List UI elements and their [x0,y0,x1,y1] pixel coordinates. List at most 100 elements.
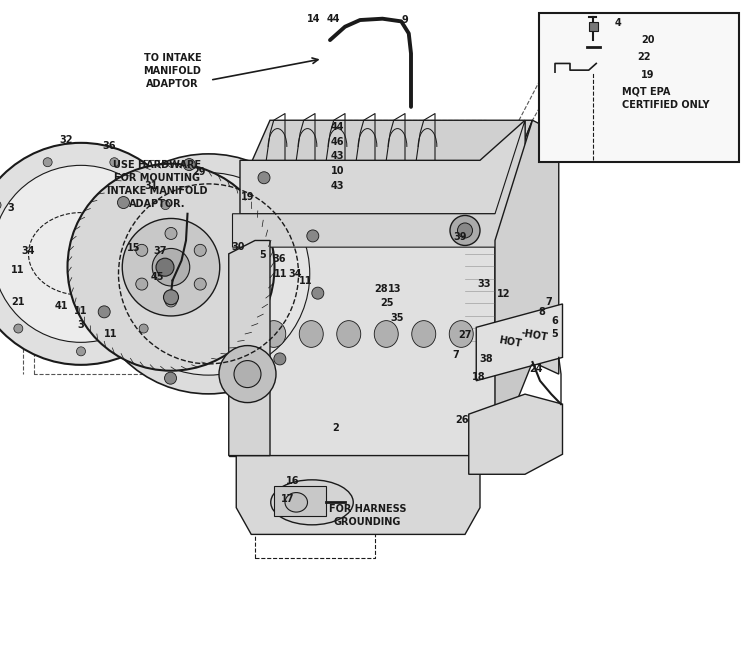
Text: 9: 9 [402,15,408,25]
Polygon shape [232,120,525,247]
Text: 17: 17 [281,494,295,504]
Text: 43: 43 [331,152,344,161]
Text: 25: 25 [380,299,394,308]
Text: 37: 37 [154,246,167,255]
Text: 32: 32 [59,136,73,145]
Text: 24: 24 [529,364,542,373]
Polygon shape [495,120,532,456]
Circle shape [0,143,192,365]
Circle shape [194,278,206,290]
Circle shape [110,158,118,167]
Circle shape [165,227,177,239]
Text: 31: 31 [145,181,158,190]
Ellipse shape [337,321,361,347]
Bar [274,486,326,516]
Text: 2: 2 [333,423,339,432]
Ellipse shape [262,321,286,347]
Polygon shape [469,394,562,474]
Text: 3: 3 [8,204,15,213]
Bar [589,22,598,31]
Circle shape [258,172,270,184]
Ellipse shape [412,321,436,347]
Circle shape [68,164,274,371]
Circle shape [118,196,130,208]
Text: 33: 33 [478,279,491,289]
Text: 5: 5 [260,250,266,260]
Polygon shape [229,120,532,214]
Text: 36: 36 [102,141,116,150]
Circle shape [122,218,220,316]
Text: 44: 44 [331,122,344,132]
Circle shape [0,166,170,342]
Ellipse shape [285,492,308,512]
Polygon shape [495,120,559,374]
Text: 11: 11 [74,306,88,315]
Circle shape [107,172,310,375]
Text: 35: 35 [391,313,404,323]
Text: eReplacementParts.com: eReplacementParts.com [212,332,433,349]
Circle shape [312,287,324,299]
Polygon shape [229,214,495,456]
Bar [538,13,739,162]
Text: 4: 4 [615,19,622,28]
Ellipse shape [299,321,323,347]
Ellipse shape [449,321,473,347]
Circle shape [183,158,195,170]
Text: 41: 41 [55,301,68,311]
Circle shape [152,248,190,286]
Text: 27: 27 [458,331,472,340]
Text: 39: 39 [454,232,467,242]
Text: 34: 34 [289,269,302,279]
Circle shape [307,230,319,242]
Text: MQT EPA
CERTIFIED ONLY: MQT EPA CERTIFIED ONLY [622,87,710,110]
Text: 44: 44 [326,14,340,23]
Circle shape [164,372,176,384]
Circle shape [165,295,177,307]
Text: 43: 43 [331,181,344,190]
Text: 11: 11 [11,265,25,275]
Circle shape [172,267,182,275]
Text: 30: 30 [232,242,245,252]
Text: 15: 15 [127,244,140,253]
Text: 7: 7 [545,297,552,307]
Circle shape [0,200,1,210]
Text: 46: 46 [331,137,344,146]
Circle shape [140,324,148,333]
Circle shape [458,223,472,238]
Ellipse shape [374,321,398,347]
Text: 14: 14 [307,14,320,23]
Text: 21: 21 [11,297,25,307]
Text: 29: 29 [192,168,206,177]
Circle shape [136,278,148,290]
Circle shape [156,259,174,276]
Polygon shape [240,120,525,214]
Circle shape [450,216,480,245]
Text: 20: 20 [641,35,655,45]
Text: 26: 26 [455,415,469,424]
Text: 28: 28 [374,284,388,293]
Text: TO INTAKE
MANIFOLD
ADAPTOR: TO INTAKE MANIFOLD ADAPTOR [143,53,202,89]
Text: 22: 22 [638,52,651,61]
Text: 16: 16 [286,476,299,486]
Text: 12: 12 [497,289,511,299]
Text: FOR HARNESS
GROUNDING: FOR HARNESS GROUNDING [328,504,406,527]
Circle shape [44,158,52,167]
Circle shape [234,361,261,387]
Circle shape [76,347,86,356]
Text: 18: 18 [472,373,485,382]
Text: 11: 11 [299,276,313,285]
Text: 8: 8 [538,307,545,317]
Text: 3: 3 [78,321,84,330]
Text: 19: 19 [241,192,254,202]
Ellipse shape [271,480,353,525]
Text: 38: 38 [479,355,493,364]
Circle shape [98,306,110,318]
Text: 19: 19 [641,70,655,79]
Circle shape [194,244,206,257]
Polygon shape [236,456,480,534]
Circle shape [219,345,276,403]
Circle shape [88,154,328,394]
Text: 6: 6 [551,316,558,325]
Text: 11: 11 [274,269,287,279]
Text: 13: 13 [388,284,401,293]
